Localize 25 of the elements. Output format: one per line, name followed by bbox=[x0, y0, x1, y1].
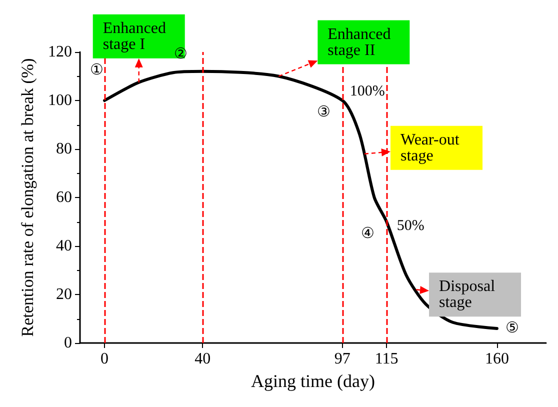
annotation: ④ bbox=[361, 226, 374, 242]
y-tick-label: 60 bbox=[56, 189, 72, 206]
y-tick-label: 20 bbox=[56, 286, 72, 303]
x-tick-label: 115 bbox=[374, 350, 398, 368]
annotation: ⑤ bbox=[505, 320, 518, 336]
annotation: ③ bbox=[316, 104, 330, 120]
annotation: Enhanced stage I bbox=[102, 20, 170, 53]
y-tick-label: 0 bbox=[64, 334, 72, 352]
x-tick-label: 160 bbox=[484, 350, 509, 368]
x-tick-label: 40 bbox=[194, 350, 211, 368]
y-tick-label: 80 bbox=[56, 140, 72, 158]
y-tick-label: 100 bbox=[48, 92, 72, 109]
x-tick-label: 0 bbox=[100, 350, 109, 368]
annotation: Wear-out stage bbox=[400, 131, 464, 164]
x-axis-title: Aging time (day) bbox=[251, 370, 375, 391]
annotation: 50% bbox=[396, 218, 424, 234]
annotation: 100% bbox=[350, 84, 385, 100]
annotation: ① bbox=[90, 62, 104, 78]
y-tick-label: 40 bbox=[56, 238, 72, 254]
line-series bbox=[103, 70, 498, 330]
annotation: Disposal stage bbox=[439, 278, 500, 312]
annotation: Enhanced stage II bbox=[328, 26, 395, 59]
y-tick-label: 120 bbox=[48, 44, 72, 60]
x-tick-label: 97 bbox=[334, 350, 350, 368]
y-axis-title: Retention rate of elongation at break (%) bbox=[18, 58, 37, 337]
